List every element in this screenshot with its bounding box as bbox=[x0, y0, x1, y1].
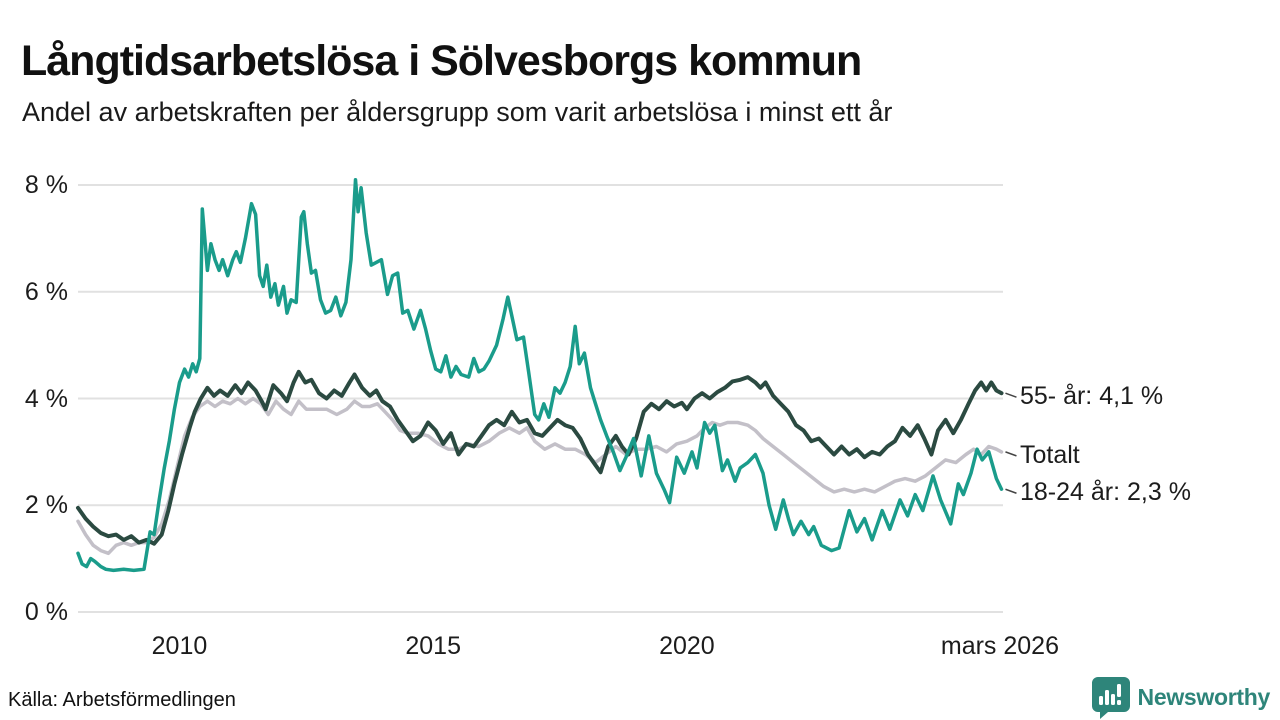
x-tick-2010: 2010 bbox=[151, 632, 208, 660]
series-line-18-24 bbox=[76, 177, 1004, 573]
y-tick-8: 8 % bbox=[24, 171, 68, 199]
label-connector-55 bbox=[1005, 392, 1017, 398]
series-label-55: 55- år: 4,1 % bbox=[1020, 382, 1164, 411]
y-tick-0: 0 % bbox=[24, 598, 68, 626]
y-tick-4: 4 % bbox=[24, 384, 68, 413]
label-connector-18-24 bbox=[1005, 488, 1017, 494]
source-note: Källa: Arbetsförmedlingen bbox=[8, 689, 236, 711]
y-tick-6: 6 % bbox=[24, 277, 68, 306]
x-tick-2020: 2020 bbox=[659, 632, 715, 660]
x-tick-mars-2026: mars 2026 bbox=[940, 632, 1059, 660]
label-connector-totalt bbox=[1005, 451, 1017, 457]
series-line-55 bbox=[76, 369, 1004, 546]
series-label-18-24: 18-24 år: 2,3 % bbox=[1020, 478, 1191, 507]
chart-subtitle: Andel av arbetskraften per åldersgrupp s… bbox=[22, 97, 893, 127]
newsworthy-brand: Newsworthy bbox=[1091, 676, 1270, 719]
newsworthy-logo-icon bbox=[1091, 677, 1130, 719]
series-label-totalt: Totalt bbox=[1020, 440, 1080, 469]
x-tick-2015: 2015 bbox=[405, 632, 461, 660]
series-line-totalt bbox=[76, 396, 1004, 556]
newsworthy-wordmark: Newsworthy bbox=[1137, 684, 1271, 710]
page-title: Långtidsarbetslösa i Sölvesborgs kommun bbox=[21, 36, 862, 85]
y-tick-2: 2 % bbox=[24, 491, 68, 520]
